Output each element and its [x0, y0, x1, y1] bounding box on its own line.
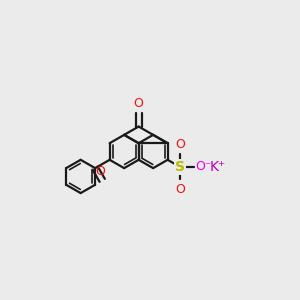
- Text: O: O: [175, 183, 185, 196]
- Text: K⁺: K⁺: [210, 160, 226, 174]
- Text: O⁻: O⁻: [195, 160, 211, 173]
- Text: O: O: [95, 165, 105, 178]
- Text: S: S: [175, 160, 185, 174]
- Text: O: O: [134, 97, 144, 110]
- Text: O: O: [175, 138, 185, 151]
